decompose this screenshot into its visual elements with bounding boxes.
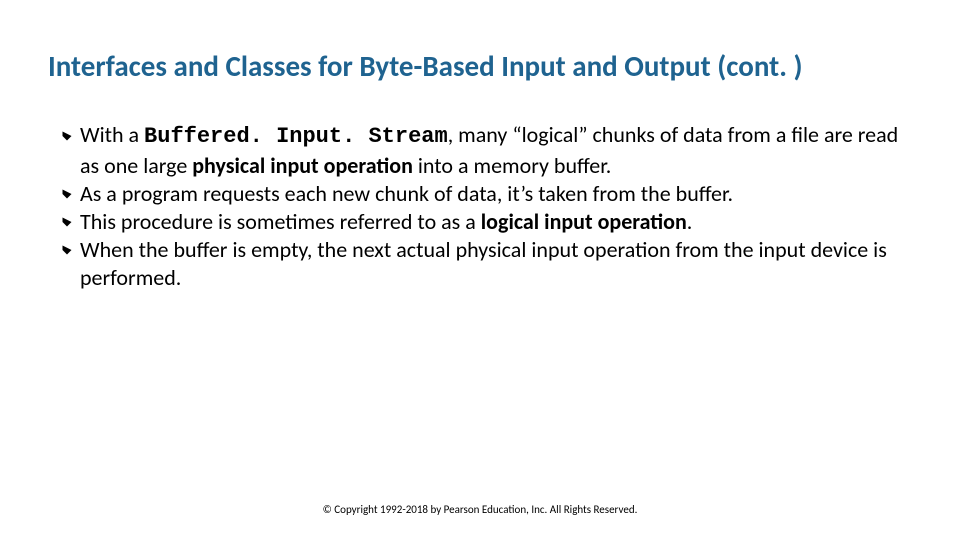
bold-term: logical input operation [481,208,687,235]
code-term: Buffered. Input. Stream [144,124,448,149]
list-item: When the buffer is empty, the next actua… [62,236,912,292]
bullet-text-post: . [687,208,693,235]
slide-root: Interfaces and Classes for Byte-Based In… [0,0,960,540]
bullet-text-pre: With a [80,121,144,148]
list-item: As a program requests each new chunk of … [62,180,912,208]
bullet-text-pre: This procedure is sometimes referred to … [80,208,481,235]
bullet-text: When the buffer is empty, the next actua… [80,236,887,291]
list-item: With a Buffered. Input. Stream, many “lo… [62,121,912,179]
copyright-footer: © Copyright 1992-2018 by Pearson Educati… [0,503,960,516]
list-item: This procedure is sometimes referred to … [62,208,912,236]
bullet-text: As a program requests each new chunk of … [80,180,733,207]
bold-term: physical input operation [192,152,413,179]
bullet-text-post: into a memory buffer. [413,152,611,179]
bullet-list: With a Buffered. Input. Stream, many “lo… [48,121,912,292]
slide-title: Interfaces and Classes for Byte-Based In… [48,50,912,83]
